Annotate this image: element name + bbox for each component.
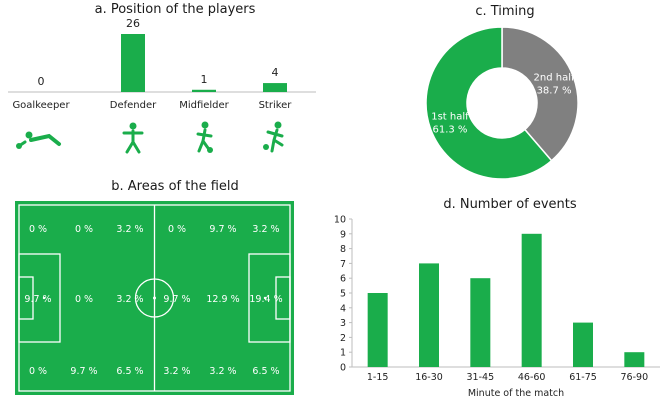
chart-d-bar [470,278,491,367]
center-circle [134,278,175,318]
field-zone-label: 0 % [29,224,47,235]
chart-a-data-label: 4 [272,66,279,79]
center-spot [153,296,156,300]
chart-d-y-tick-label: 1 [340,348,346,359]
chart-d-y-tick-label: 6 [340,274,346,285]
chart-d-y-tick-label: 3 [340,318,346,329]
field-zone-label: 0 % [29,366,47,377]
chart-a-data-label: 0 [38,75,45,88]
field-zone-label: 6.5 % [252,366,279,377]
chart-d-y-tick-label: 0 [340,363,346,374]
chart-c-title: c. Timing [475,4,535,19]
field-zone-label: 19.4 % [249,294,282,305]
chart-a-bar [192,89,216,92]
chart-d-x-tick-label: 76-90 [621,372,649,383]
donut-slice-value: 38.7 % [537,86,572,97]
chart-d-y-tick-label: 8 [340,244,346,255]
striker-ball [263,144,269,150]
chart-a-title: a. Position of the players [94,2,256,17]
defender-body [122,129,144,154]
field-zone-label: 0 % [75,294,93,305]
field-zone-label: 3.2 % [163,366,190,377]
donut-slice [501,26,579,162]
field-zone-label: 12.9 % [206,294,239,305]
midfielder-body [196,128,213,153]
goalkeeper-ball [16,143,22,149]
midfielder-icon [196,121,213,153]
chart-d-bar [521,233,542,367]
chart-d-x-tick-label: 16-30 [415,372,443,383]
field-zone-label: 9.7 % [24,294,51,305]
chart-d-y-tick-label: 5 [340,289,346,300]
chart-d-x-tick-label: 1-15 [367,372,389,383]
field-zone-label: 3.2 % [209,366,236,377]
field-zone-label: 3.2 % [252,224,279,235]
chart-d-x-tick-label: 31-45 [467,372,495,383]
donut-slice-value: 61.3 % [432,124,467,135]
donut-slice [425,26,553,180]
striker-head [274,121,282,129]
defender-head [129,122,137,130]
chart-a-category-label: Goalkeeper [12,100,70,111]
field-zone-label: 3.2 % [116,224,143,235]
chart-d-bar [573,322,593,367]
striker-kicking-icon [263,121,284,153]
chart-d-bar [419,263,439,367]
chart-d-y-tick-label: 7 [340,259,346,270]
chart-b-title: b. Areas of the field [111,179,239,194]
striker-body [266,128,284,153]
chart-a-bar [263,83,287,92]
chart-d-y-tick-label: 9 [340,229,346,240]
chart-d-title: d. Number of events [443,197,577,212]
midfielder-ball [207,147,213,153]
chart-d-bar [624,352,645,367]
chart-a-category-label: Midfielder [179,100,229,111]
left-penalty-spot [42,296,46,300]
defender-icon [122,122,144,154]
chart-d-x-axis-title: Minute of the match [468,388,564,399]
goalkeeper-body [29,133,61,146]
chart-d-y-tick-label: 10 [334,215,346,226]
midfielder-head [201,121,209,129]
chart-d-y-tick-label: 2 [340,333,346,344]
chart-d-x-tick-label: 46-60 [518,372,546,383]
field-zone-label: 9.7 % [70,366,97,377]
right-penalty-spot [263,296,267,300]
goalkeeper-head [25,131,33,139]
field-zone-label: 0 % [168,224,186,235]
right-goal-area [275,276,291,320]
field-zone-label: 0 % [75,224,93,235]
chart-d-x-tick-label: 61-75 [569,372,597,383]
chart-d-y-tick-label: 4 [340,303,346,314]
left-goal-area [18,276,34,320]
field-zone-label: 3.2 % [116,294,143,305]
donut-slice-name: 2nd half [534,73,575,84]
chart-a-category-label: Defender [110,100,157,111]
field-zone-label: 6.5 % [116,366,143,377]
chart-a-category-label: Striker [259,100,293,111]
chart-a-data-label: 26 [126,17,140,30]
chart-a-data-label: 1 [201,73,208,86]
field-zone-label: 9.7 % [163,294,190,305]
chart-d-bar [367,293,388,367]
field-zone-label: 9.7 % [209,224,236,235]
donut-slice-name: 1st half [431,111,469,122]
goalkeeper-diving-icon [16,131,61,149]
chart-a-bar [121,34,145,92]
